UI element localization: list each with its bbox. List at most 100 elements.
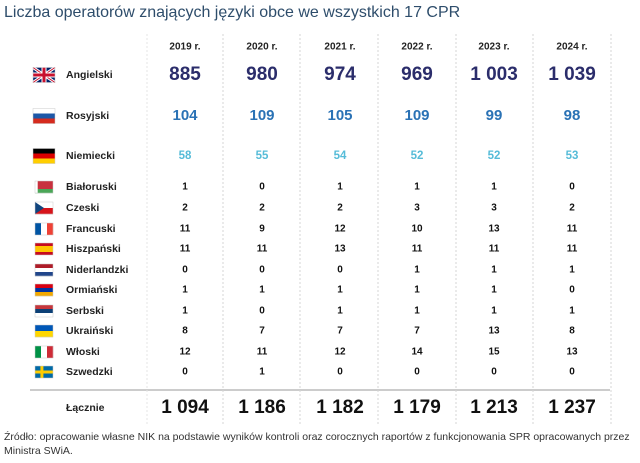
total-value: 1 213 <box>470 397 518 418</box>
row-label: Hiszpański <box>66 243 121 255</box>
cell-value: 0 <box>337 265 343 276</box>
row-label: Francuski <box>66 223 116 235</box>
cell-value: 3 <box>491 203 497 214</box>
cell-value: 1 <box>414 285 420 296</box>
cell-value: 11 <box>567 224 578 235</box>
title: Liczba operatorów znających języki obce … <box>4 4 460 21</box>
cell-value: 0 <box>569 285 575 296</box>
flag-part <box>34 201 54 215</box>
flag-part <box>32 67 56 83</box>
flag-part <box>34 283 54 297</box>
flag-part <box>32 148 56 164</box>
cell-value: 109 <box>249 107 274 124</box>
flag <box>34 283 54 297</box>
cell-value: 1 <box>414 306 420 317</box>
flag <box>32 148 56 164</box>
flag-part <box>35 284 53 289</box>
cell-value: 12 <box>334 224 346 235</box>
flag-part <box>35 292 53 297</box>
cell-value: 1 <box>182 285 188 296</box>
flag-part <box>35 370 53 374</box>
cell-value: 8 <box>182 326 188 337</box>
row-label: Białoruski <box>66 181 117 193</box>
flag-part <box>34 304 54 318</box>
cell-value: 13 <box>334 244 346 255</box>
cell-value: 52 <box>488 150 501 162</box>
cell-value: 1 <box>569 306 575 317</box>
row-label: Serbski <box>66 305 104 317</box>
cell-value: 1 003 <box>470 64 518 85</box>
cell-value: 1 <box>414 265 420 276</box>
flag <box>32 66 56 84</box>
cell-value: 1 <box>569 265 575 276</box>
flag-part <box>33 108 55 114</box>
flag <box>34 304 54 318</box>
row-label: Czeski <box>66 202 99 214</box>
total-label: Łącznie <box>66 402 105 414</box>
cell-value: 13 <box>488 326 500 337</box>
cell-value: 1 <box>491 265 497 276</box>
cell-value: 11 <box>180 244 191 255</box>
cell-value: 11 <box>489 244 500 255</box>
flag-part <box>33 118 55 124</box>
flag-part <box>34 263 54 277</box>
flag-part <box>35 288 53 293</box>
flag-part <box>35 325 53 332</box>
cell-value: 11 <box>567 244 578 255</box>
cell-value: 52 <box>411 150 424 162</box>
cell-value: 0 <box>259 306 265 317</box>
flag-part <box>35 331 53 338</box>
flag-part <box>47 223 54 235</box>
cell-value: 7 <box>259 326 265 337</box>
row-label: Włoski <box>66 346 100 358</box>
cell-value: 7 <box>414 326 420 337</box>
flag-part <box>32 108 56 124</box>
cell-value: 0 <box>259 182 265 193</box>
row-label: Rosyjski <box>66 110 109 122</box>
flag <box>34 201 54 215</box>
total-value: 1 186 <box>238 397 286 418</box>
cell-value: 9 <box>259 224 265 235</box>
cell-value: 14 <box>411 347 423 358</box>
cell-value: 11 <box>180 224 191 235</box>
cell-value: 0 <box>491 367 497 378</box>
cell-value: 1 <box>491 285 497 296</box>
cell-value: 1 <box>414 182 420 193</box>
cell-value: 1 <box>182 306 188 317</box>
flag-part <box>35 189 53 194</box>
flag-part <box>35 181 38 193</box>
column-header: 2020 r. <box>246 42 277 53</box>
cell-value: 0 <box>259 265 265 276</box>
flag-part <box>35 202 44 214</box>
flag-part <box>33 153 55 159</box>
table: Liczba operatorów znających języki obce … <box>4 4 612 425</box>
cell-value: 2 <box>569 203 575 214</box>
cell-value: 885 <box>169 64 201 85</box>
cell-value: 0 <box>182 265 188 276</box>
cell-value: 1 <box>491 182 497 193</box>
flag <box>34 180 54 194</box>
cell-value: 1 <box>337 182 343 193</box>
cell-value: 1 <box>337 306 343 317</box>
cell-value: 12 <box>179 347 191 358</box>
row-label: Szwedzki <box>66 366 113 378</box>
flag-part <box>34 222 54 236</box>
flag <box>34 242 54 256</box>
row-label: Ormiański <box>66 284 117 296</box>
cell-value: 11 <box>257 244 268 255</box>
column-header: 2023 r. <box>478 42 509 53</box>
cell-value: 1 <box>491 306 497 317</box>
flag <box>34 365 54 379</box>
column-header: 2024 r. <box>556 42 587 53</box>
cell-value: 1 <box>182 182 188 193</box>
cell-value: 7 <box>337 326 343 337</box>
flag-part <box>33 158 55 164</box>
row-label: Niemiecki <box>66 150 115 162</box>
flag <box>34 263 54 277</box>
flag-part <box>33 113 55 119</box>
flag <box>34 345 54 359</box>
cell-value: 109 <box>404 107 429 124</box>
flag-part <box>47 346 54 358</box>
cell-value: 0 <box>569 367 575 378</box>
